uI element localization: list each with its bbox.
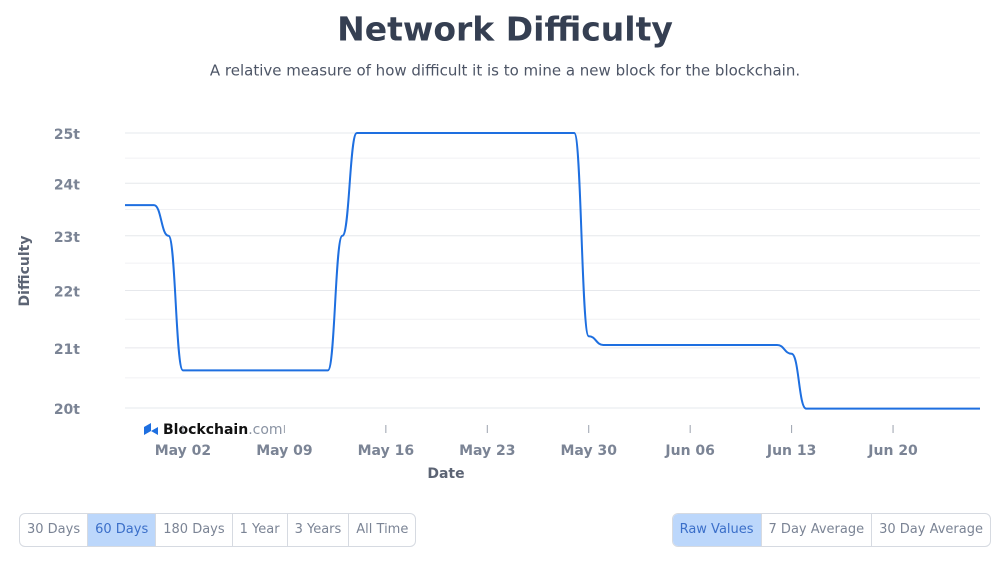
x-tick-label: May 09 [256,443,312,459]
brand: Blockchain.com [163,422,283,438]
chart-title: Network Difficulty [337,10,673,49]
button[interactable]: All Time [356,522,409,537]
brand-name: Blockchain [163,422,248,438]
average-buttons: Raw Values 7 Day Average 30 Day Average [671,513,991,547]
y-tick-label: 25t [54,127,80,143]
button[interactable]: 7 Day Average [762,514,873,546]
button[interactable]: 3 Years [288,514,350,546]
range-buttons: 30 Days 60 Days 180 Days 1 Year 3 Years All T… [19,513,417,547]
y-tick-label: 22t [54,285,80,301]
chart-subtitle: A relative measure of how difficult it i… [210,62,800,80]
y-tick-label: 24t [54,177,80,193]
button[interactable]: 30 Days [20,514,89,546]
button[interactable]: 180 Days [156,514,233,546]
x-tick-label: May 23 [459,443,515,459]
button[interactable]: 60 Days [88,514,157,546]
x-axis-label: Date [427,466,464,482]
brand-suffix: .com [248,422,282,438]
x-tick-label: May 02 [155,443,211,459]
y-tick-label: 21t [54,342,80,358]
button[interactable]: Raw Values [672,514,762,546]
y-tick-label: 23t [54,230,80,246]
brand-logo [144,423,158,435]
x-tick-label: May 16 [358,443,414,459]
x-tick-label: May 30 [561,443,618,459]
button[interactable]: 30 Day Average [879,522,983,537]
button[interactable]: 1 Year [233,514,288,546]
line [125,132,980,410]
x-tick-label: Jun 06 [664,443,715,459]
x-tick-label: Jun 13 [766,443,817,459]
y-tick-label: 20t [54,402,80,418]
chart: Network Difficulty A relative measure of… [17,10,980,482]
x-tick-label: Jun 20 [867,443,918,459]
y-axis-label: Difficulty [17,236,33,307]
